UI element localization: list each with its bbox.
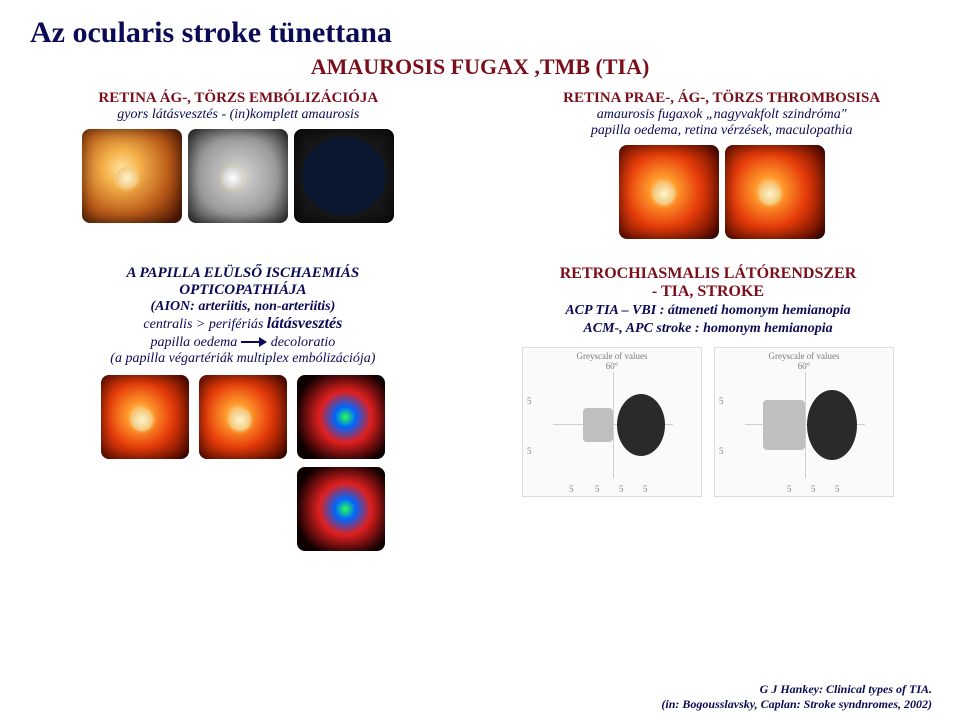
vf-title-text: Greyscale of values [769, 351, 840, 361]
axis-tick: 5 [835, 484, 840, 494]
fundus-image [725, 145, 825, 239]
lower-right-line1: ACP TIA – VBI : átmeneti homonym hemiano… [480, 301, 936, 319]
lower-two-columns: A PAPILLA ELÜLSŐ ISCHAEMIÁS OPTICOPATHIÁ… [24, 265, 936, 551]
lower-left-line4: centralis > perifériás látásvesztés [24, 315, 462, 333]
lower-left-h1: A PAPILLA ELÜLSŐ ISCHAEMIÁS [24, 265, 462, 282]
axis-tick: 5 [787, 484, 792, 494]
lower-right-line2: ACM-, APC stroke : homonym hemianopia [480, 319, 936, 337]
fundus-image [82, 129, 182, 223]
axis-tick: 5 [643, 484, 648, 494]
top-right-heading: RETINA PRAE-, ÁG-, TÖRZS THROMBOSISA [507, 90, 936, 107]
axis-tick: 5 [527, 396, 532, 406]
axis-tick: 5 [527, 446, 532, 456]
slide-title: Az ocularis stroke tünettana [30, 16, 936, 50]
fundus-image [101, 375, 189, 459]
vf-deg: 60° [798, 361, 811, 371]
vf-blob [583, 408, 613, 442]
heatmap-image [297, 375, 385, 459]
lower-left-line6: (a papilla végartériák multiplex embóliz… [24, 351, 462, 367]
vf-blob [617, 394, 665, 456]
lower-right-column: RETROCHIASMALIS LÁTÓRENDSZER - TIA, STRO… [480, 265, 936, 551]
visual-field-right: Greyscale of values 60° 5 5 5 5 5 [714, 347, 894, 497]
top-left-column: RETINA ÁG-, TÖRZS EMBÓLIZÁCIÓJA gyors lá… [24, 90, 453, 239]
lower-right-heading2: - TIA, STROKE [480, 283, 936, 301]
citation-line1: G J Hankey: Clinical types of TIA. [661, 682, 932, 697]
heatmap-image [297, 467, 385, 551]
fundus-image [188, 129, 288, 223]
text-segment: papilla oedema [150, 335, 240, 350]
citation-line2: (in: Bogousslavsky, Caplan: Stroke syndn… [661, 697, 932, 712]
visual-field-left: Greyscale of values 60° 5 5 5 5 5 5 [522, 347, 702, 497]
heatmap-stack [297, 375, 385, 551]
vf-blob [807, 390, 857, 460]
text-segment: ACM-, APC stroke : [583, 321, 703, 336]
vf-title-text: Greyscale of values [577, 351, 648, 361]
slide-root: Az ocularis stroke tünettana AMAUROSIS F… [0, 0, 960, 722]
text-segment: homonym hemianopia [703, 321, 833, 336]
top-left-images [24, 129, 453, 223]
axis-tick: 5 [719, 396, 724, 406]
top-left-heading: RETINA ÁG-, TÖRZS EMBÓLIZÁCIÓJA [24, 90, 453, 107]
text-segment: átmeneti homonym hemianopia [668, 303, 851, 318]
fundus-image [199, 375, 287, 459]
top-right-line2: amaurosis fugaxok „nagyvakfolt szindróma… [507, 107, 936, 123]
axis-tick: 5 [595, 484, 600, 494]
top-two-columns: RETINA ÁG-, TÖRZS EMBÓLIZÁCIÓJA gyors lá… [24, 90, 936, 239]
vf-grid [745, 372, 865, 478]
axis-line [613, 372, 614, 478]
visual-field-image [294, 129, 394, 223]
lower-right-heading1: RETROCHIASMALIS LÁTÓRENDSZER [480, 265, 936, 283]
vf-title: Greyscale of values 60° [523, 351, 701, 371]
axis-tick: 5 [811, 484, 816, 494]
fundus-image [619, 145, 719, 239]
vf-title: Greyscale of values 60° [715, 351, 893, 371]
axis-line [805, 372, 806, 478]
lower-left-column: A PAPILLA ELÜLSŐ ISCHAEMIÁS OPTICOPATHIÁ… [24, 265, 462, 551]
axis-tick: 5 [719, 446, 724, 456]
top-right-line3: papilla oedema, retina vérzések, maculop… [507, 123, 936, 139]
text-segment: centralis > perifériás [143, 317, 266, 332]
text-segment: decoloratio [271, 335, 336, 350]
text-segment: ACP TIA – VBI : [565, 303, 668, 318]
lower-left-h2: OPTICOPATHIÁJA [24, 282, 462, 299]
top-right-images [507, 145, 936, 239]
vf-deg: 60° [606, 361, 619, 371]
visual-field-row: Greyscale of values 60° 5 5 5 5 5 5 [480, 347, 936, 497]
arrow-icon [241, 337, 267, 347]
vf-blob [763, 400, 805, 450]
vf-grid [553, 372, 673, 478]
top-left-line2: gyors látásvesztés - (in)komplett amauro… [24, 107, 453, 123]
lower-left-line5: papilla oedema decoloratio [24, 333, 462, 351]
citation-block: G J Hankey: Clinical types of TIA. (in: … [661, 682, 932, 712]
lower-left-h3: (AION: arteriitis, non-arteriitis) [24, 299, 462, 315]
axis-tick: 5 [619, 484, 624, 494]
slide-subtitle: AMAUROSIS FUGAX ,TMB (TIA) [24, 54, 936, 80]
axis-tick: 5 [569, 484, 574, 494]
lower-left-images [24, 375, 462, 551]
top-right-column: RETINA PRAE-, ÁG-, TÖRZS THROMBOSISA ama… [507, 90, 936, 239]
text-segment: látásvesztés [267, 315, 343, 332]
